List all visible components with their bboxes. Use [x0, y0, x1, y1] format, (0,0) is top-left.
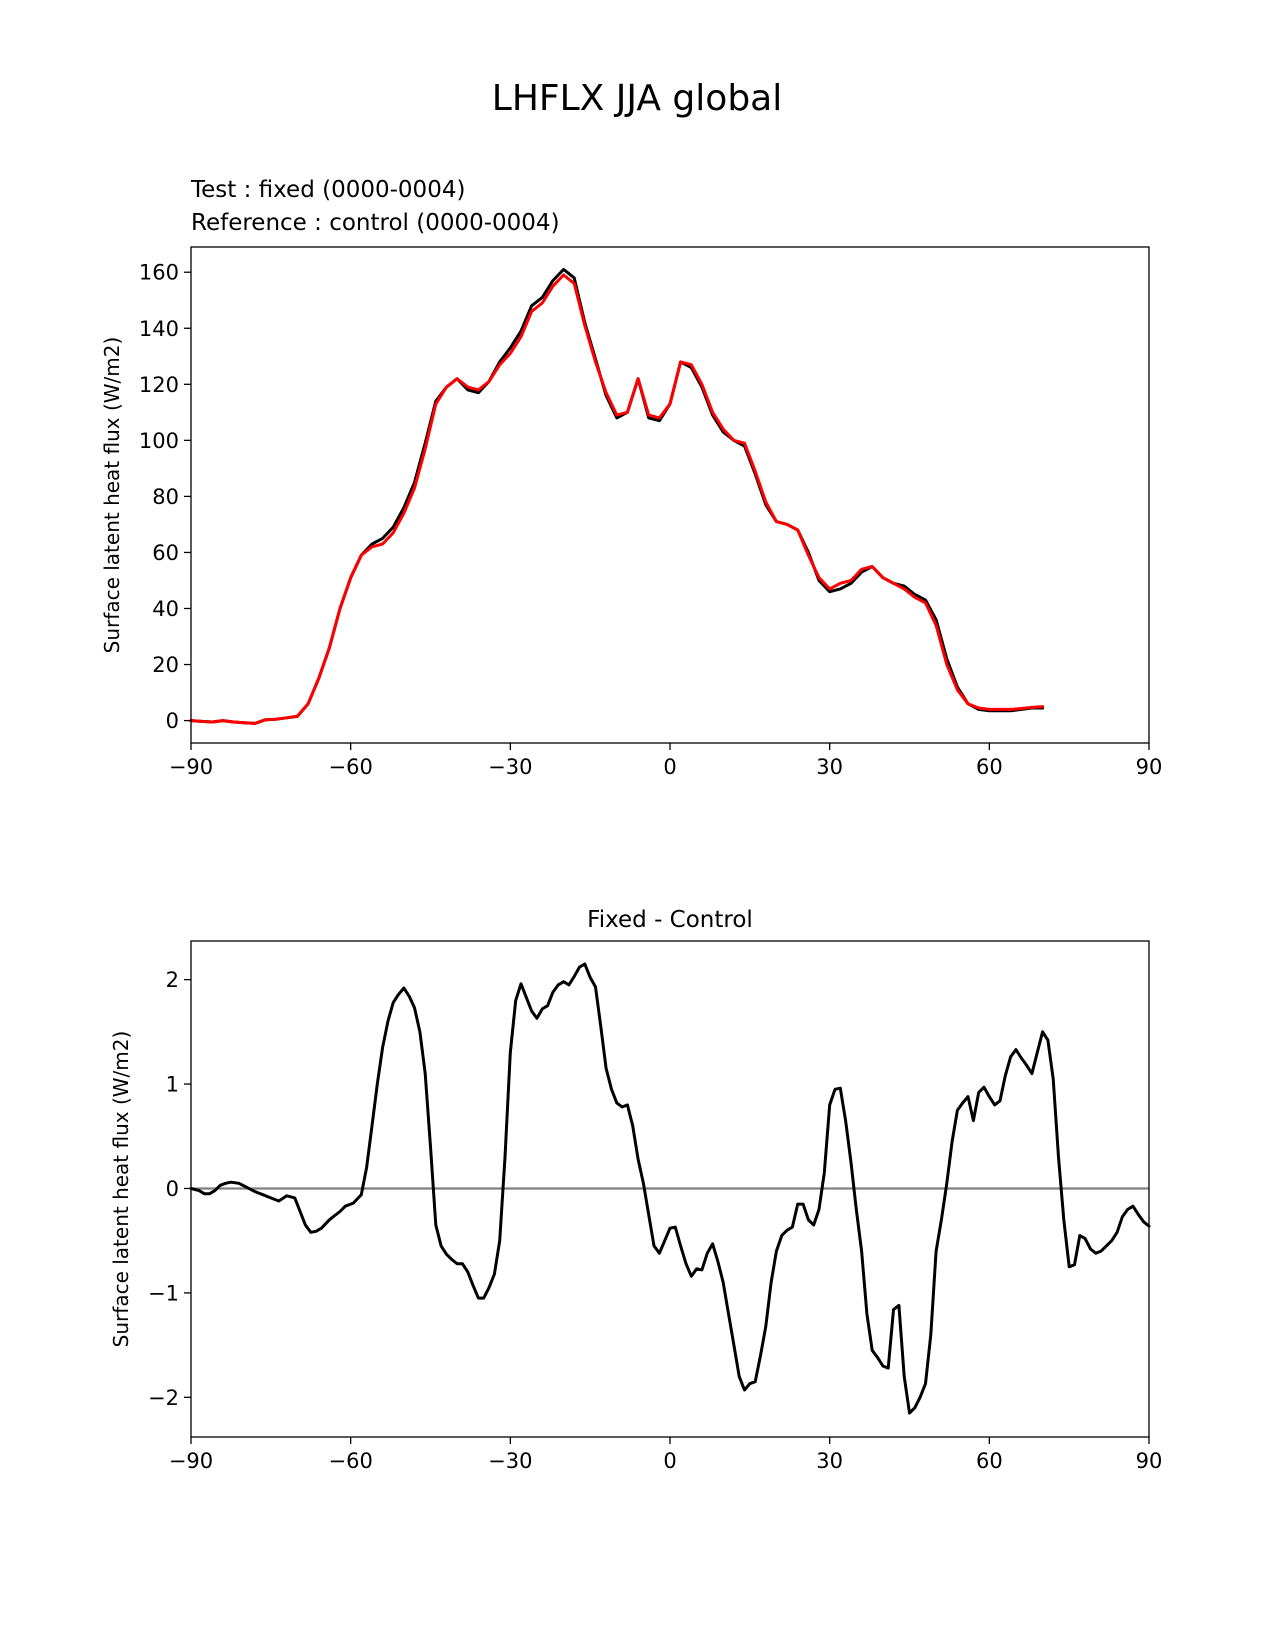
y-tick-label: 100: [139, 429, 179, 453]
figure-title: LHFLX JJA global: [492, 78, 782, 119]
y-tick-label: 80: [152, 485, 179, 509]
y-tick-label: 160: [139, 261, 179, 285]
y-tick-label: 1: [166, 1073, 179, 1097]
difference-title: Fixed - Control: [587, 907, 753, 933]
series-line-2: [189, 273, 1045, 725]
x-tick-label: 60: [976, 1449, 1003, 1473]
bottom-plot-area: [189, 962, 1151, 1415]
y-tick-label: 40: [152, 597, 179, 621]
x-tick-label: −60: [329, 755, 373, 779]
top-plot-frame: [190, 246, 1150, 744]
x-tick-label: −30: [488, 755, 532, 779]
x-tick-label: −60: [329, 1449, 373, 1473]
series-line-1: [189, 962, 1151, 1415]
test-title: Test : fixed (0000-0004): [190, 177, 465, 203]
x-tick-label: 0: [663, 1449, 676, 1473]
x-tick-label: 0: [663, 755, 676, 779]
top-line-chart: Test : fixed (0000-0004) Reference : con…: [100, 177, 1162, 779]
x-tick-label: 90: [1136, 755, 1163, 779]
x-tick-label: −90: [169, 1449, 213, 1473]
y-tick-label: −1: [148, 1281, 179, 1305]
x-tick-label: 30: [816, 755, 843, 779]
top-plot-area: [189, 267, 1045, 725]
y-tick-label: −2: [148, 1386, 179, 1410]
top-y-axis-label: Surface latent heat flux (W/m2): [100, 337, 124, 654]
top-axis-ticks: −90 −60 −30 0 30 60 90 0 20 40 60 80 100 120 140 160: [139, 261, 1162, 779]
y-tick-label: 2: [166, 968, 179, 992]
bottom-axis-ticks: −90 −60 −30 0 30 60 90 −2 −1 0 1 2: [148, 968, 1162, 1473]
x-tick-label: −90: [169, 755, 213, 779]
y-tick-label: 0: [166, 709, 179, 733]
y-tick-label: 0: [166, 1177, 179, 1201]
series-line-1: [189, 267, 1045, 725]
x-tick-label: 60: [976, 755, 1003, 779]
x-tick-label: 30: [816, 1449, 843, 1473]
bottom-difference-chart: Fixed - Control Surface latent heat flux…: [109, 907, 1162, 1473]
reference-title: Reference : control (0000-0004): [191, 210, 560, 236]
x-tick-label: −30: [488, 1449, 532, 1473]
y-tick-label: 140: [139, 317, 179, 341]
y-tick-label: 120: [139, 373, 179, 397]
y-tick-label: 20: [152, 653, 179, 677]
x-tick-label: 90: [1136, 1449, 1163, 1473]
y-tick-label: 60: [152, 541, 179, 565]
bottom-y-axis-label: Surface latent heat flux (W/m2): [109, 1031, 133, 1348]
